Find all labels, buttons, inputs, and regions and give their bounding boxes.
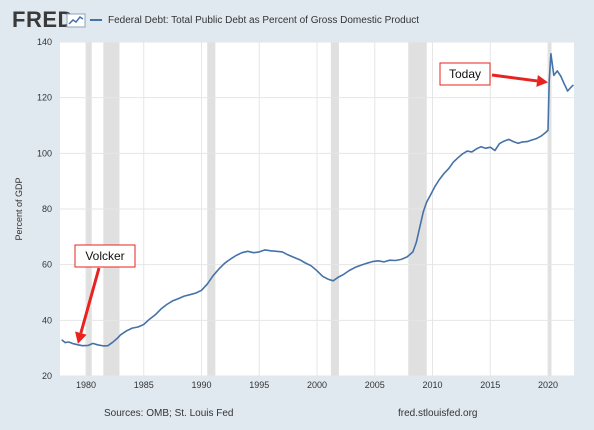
y-axis-label: Percent of GDP [14,177,24,240]
series-line [61,52,574,347]
volcker-arrow-head [75,331,87,344]
y-tick-label: 80 [42,204,52,214]
today-arrow [491,73,538,83]
axis-ticks: 20 40 60 80 100 120 140 1980 1985 1990 1995 2000 200… [37,37,558,390]
legend-series-label: Federal Debt: Total Public Debt as Perce… [108,14,420,26]
chart-header: FRED Federal Debt: Total Public Debt as … [0,0,594,38]
fred-chart-icon [66,13,86,28]
fred-logo[interactable]: FRED [12,7,74,32]
x-tick-label: 2005 [365,380,385,390]
legend-line-swatch [90,19,102,21]
y-tick-label: 140 [37,37,52,47]
chart-legend: Federal Debt: Total Public Debt as Perce… [90,13,419,27]
x-tick-label: 1980 [76,380,96,390]
x-tick-label: 1990 [191,380,211,390]
x-tick-label: 1985 [134,380,154,390]
x-tick-label: 2010 [422,380,442,390]
footer-sources: Sources: OMB; St. Louis Fed [104,408,234,419]
volcker-arrow [79,267,101,334]
x-tick-label: 1995 [249,380,269,390]
today-annotation-label: Today [449,67,481,81]
today-annotation-box [439,62,491,86]
volcker-annotation-label: Volcker [85,249,124,263]
x-tick-label: 2000 [307,380,327,390]
x-tick-label: 2020 [538,380,558,390]
grid-lines [60,41,574,377]
y-tick-label: 100 [37,148,52,158]
x-tick-label: 2015 [480,380,500,390]
y-tick-label: 120 [37,93,52,103]
today-arrow-head [536,74,549,87]
annotations: Volcker Today [74,62,549,344]
y-tick-label: 60 [42,260,52,270]
volcker-annotation-box [74,244,136,268]
series-line-layer [61,52,574,347]
y-tick-label: 40 [42,315,52,325]
y-tick-label: 20 [42,371,52,381]
footer-source-link[interactable]: fred.stlouisfed.org [398,408,478,419]
